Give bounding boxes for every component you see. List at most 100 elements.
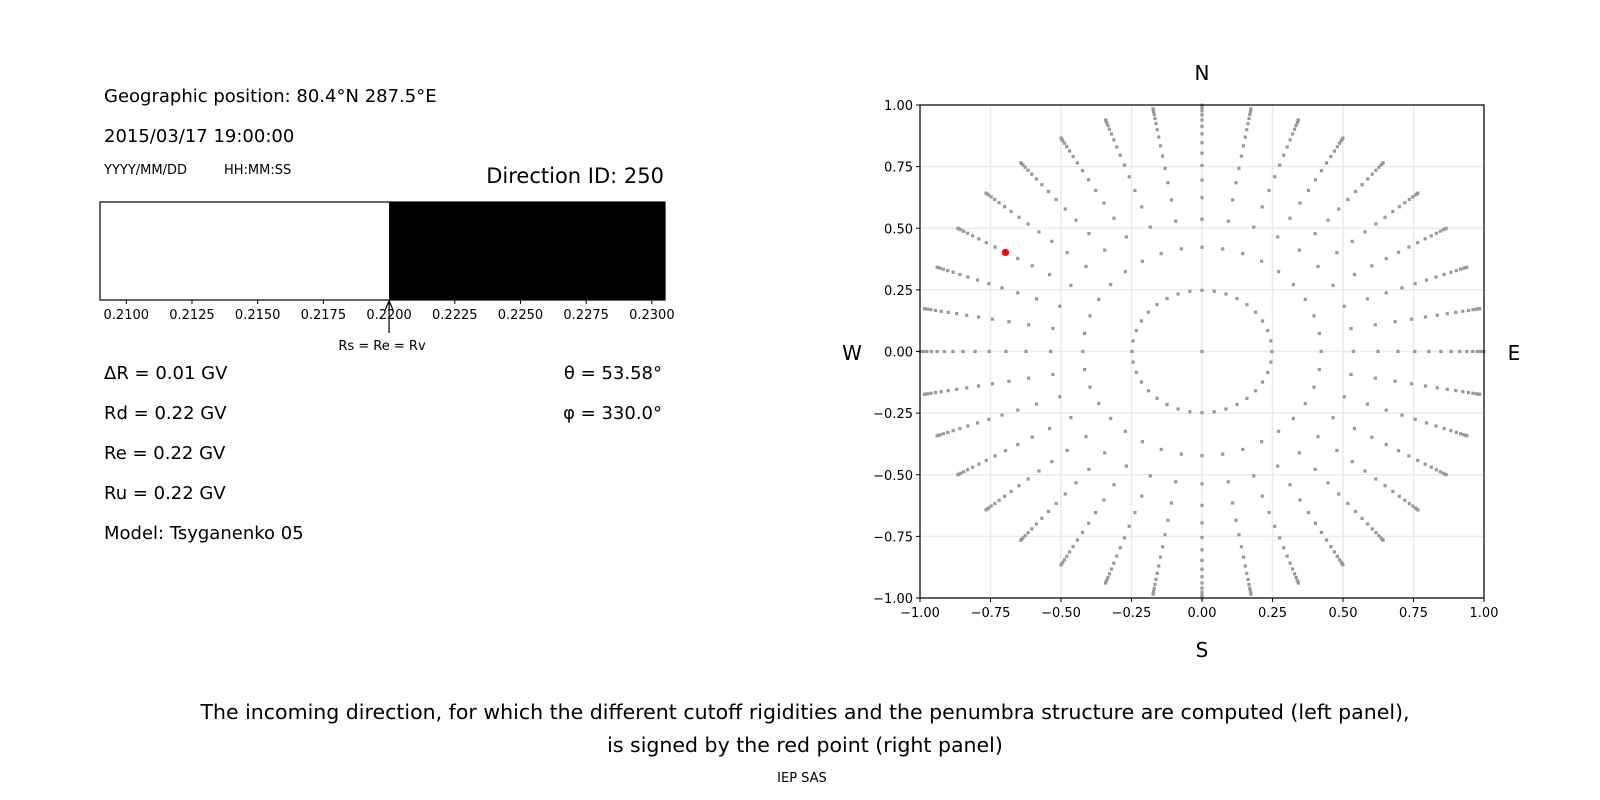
grid-point <box>1235 296 1239 301</box>
grid-point <box>1017 484 1021 488</box>
grid-point <box>1082 367 1087 372</box>
grid-point <box>965 386 969 390</box>
grid-point <box>1050 460 1054 464</box>
re-value: Re = 0.22 GV <box>104 443 226 464</box>
x-tick-label: −0.50 <box>1041 606 1081 621</box>
grid-point <box>1107 127 1112 131</box>
grid-point <box>1200 109 1204 113</box>
grid-point <box>1009 209 1013 214</box>
grid-point <box>1439 349 1443 354</box>
grid-point <box>1337 141 1342 145</box>
grid-point <box>990 317 995 321</box>
grid-point <box>958 272 962 277</box>
grid-point <box>1200 349 1204 354</box>
grid-point <box>1360 516 1364 520</box>
grid-point <box>975 278 980 282</box>
grid-point <box>1248 113 1252 117</box>
x-tick-label: 0.2300 <box>629 308 675 323</box>
grid-point <box>1429 465 1433 469</box>
grid-point <box>1030 264 1034 268</box>
grid-point <box>1335 448 1339 453</box>
grid-point <box>1200 288 1204 292</box>
grid-point <box>1097 297 1101 301</box>
grid-point <box>1409 317 1414 321</box>
grid-point <box>1034 297 1039 301</box>
grid-point <box>1123 270 1127 274</box>
grid-point <box>1278 163 1282 167</box>
grid-point <box>1474 307 1478 311</box>
grid-point <box>1034 522 1038 526</box>
grid-point <box>935 349 939 354</box>
grid-point <box>951 349 955 354</box>
grid-point <box>1243 564 1247 568</box>
grid-point <box>1200 178 1204 182</box>
grid-point <box>1107 572 1112 576</box>
grid-point <box>1441 228 1445 232</box>
grid-point <box>1360 183 1364 187</box>
grid-point <box>1023 165 1027 169</box>
grid-point <box>1131 339 1135 343</box>
grid-point <box>1313 178 1318 182</box>
grid-point <box>1239 154 1244 158</box>
grid-point <box>1118 153 1122 157</box>
y-tick-label: 0.75 <box>884 161 913 176</box>
east-label: E <box>1508 341 1521 365</box>
grid-point <box>1462 433 1466 437</box>
grid-point <box>1316 434 1320 439</box>
grid-point <box>1030 435 1034 439</box>
grid-point <box>1112 138 1116 142</box>
grid-point <box>1352 426 1357 431</box>
grid-point <box>987 417 991 421</box>
y-tick-label: −0.75 <box>873 530 913 545</box>
grid-point <box>1298 201 1302 205</box>
grid-point <box>1329 154 1333 159</box>
grid-point <box>1416 508 1420 512</box>
grid-point <box>1373 323 1377 327</box>
grid-point <box>1384 442 1388 447</box>
grid-point <box>1403 201 1407 205</box>
grid-point <box>984 241 988 245</box>
grid-point <box>1241 555 1246 559</box>
y-tick-label: −0.25 <box>873 407 913 422</box>
grid-point <box>1288 138 1292 142</box>
grid-point <box>1026 222 1030 226</box>
grid-point <box>929 308 933 312</box>
grid-point <box>1046 509 1051 514</box>
grid-point <box>1003 449 1008 453</box>
grid-point <box>1465 434 1469 438</box>
grid-point <box>1226 219 1230 223</box>
grid-point <box>1115 145 1119 149</box>
grid-point <box>1461 309 1465 313</box>
grid-point <box>1088 385 1092 389</box>
x-tick-label: 0.2225 <box>432 308 478 323</box>
grid-point <box>1427 349 1431 354</box>
x-tick-label: 0.2125 <box>169 308 215 323</box>
x-tick-label: −1.00 <box>900 606 940 621</box>
grid-point <box>1105 578 1109 582</box>
grid-point <box>1016 442 1020 447</box>
grid-point <box>1059 563 1063 567</box>
grid-point <box>1248 110 1252 114</box>
grid-point <box>1004 349 1008 354</box>
grid-point <box>1409 382 1414 386</box>
grid-point <box>1134 370 1138 375</box>
grid-point <box>1353 509 1358 514</box>
grid-point <box>1148 225 1152 229</box>
grid-point <box>1212 289 1216 293</box>
grid-point <box>1169 198 1174 202</box>
grid-point <box>1112 483 1116 487</box>
grid-point <box>935 265 939 269</box>
grid-point <box>1370 527 1374 531</box>
grid-point <box>1288 216 1292 220</box>
grid-point <box>1017 215 1021 219</box>
grid-point <box>1278 536 1282 540</box>
grid-point <box>1027 376 1031 380</box>
grid-point <box>1449 270 1453 274</box>
grid-point <box>1200 535 1204 540</box>
grid-point <box>1237 166 1241 170</box>
grid-point <box>1413 193 1417 197</box>
grid-point <box>1140 259 1144 263</box>
y-tick-label: 1.00 <box>884 99 913 114</box>
grid-point <box>1102 498 1106 502</box>
grid-point <box>1363 230 1367 234</box>
